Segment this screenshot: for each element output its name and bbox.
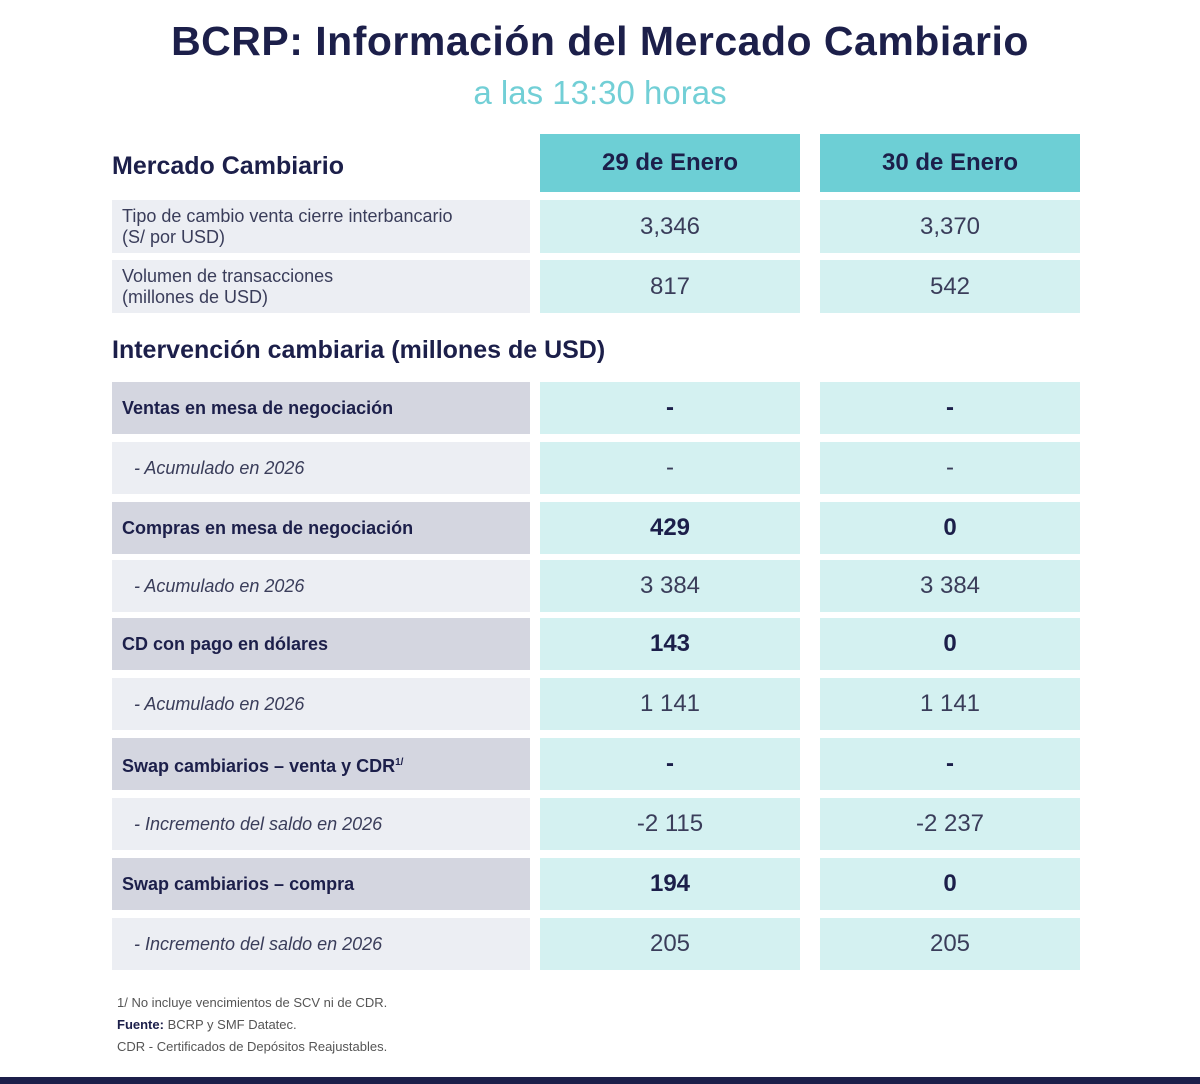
value-cell: 3 384 <box>540 560 800 612</box>
intervention-row-label: CD con pago en dólares <box>112 618 530 670</box>
value-cell: -2 115 <box>540 798 800 850</box>
intervention-row-label: Swap cambiarios – venta y CDR1/ <box>112 738 530 790</box>
value-cell: 3 384 <box>820 560 1080 612</box>
intervention-subrow-label: - Acumulado en 2026 <box>112 560 530 612</box>
value-cell: 3,346 <box>540 200 800 253</box>
page-subtitle: a las 13:30 horas <box>473 74 727 111</box>
value-cell: - <box>820 382 1080 434</box>
footnote-source: Fuente: BCRP y SMF Datatec. <box>117 1017 297 1032</box>
value-cell: 205 <box>540 918 800 970</box>
intervention-subrow-label: - Acumulado en 2026 <box>112 678 530 730</box>
value-cell: 0 <box>820 858 1080 910</box>
footnote-cdr: CDR - Certificados de Depósitos Reajusta… <box>117 1039 388 1054</box>
value-cell: 542 <box>820 260 1080 313</box>
footnote-1: 1/ No incluye vencimientos de SCV ni de … <box>117 995 388 1010</box>
value-cell: 3,370 <box>820 200 1080 253</box>
value-cell: 429 <box>540 502 800 554</box>
label-line-2: (S/ por USD) <box>122 226 226 247</box>
bottom-bar <box>0 1077 1200 1084</box>
value-cell: 1 141 <box>820 678 1080 730</box>
section-title-market: Mercado Cambiario <box>112 152 345 180</box>
value-cell: 205 <box>820 918 1080 970</box>
market-row-label: Volumen de transacciones (millones de USD… <box>112 260 530 313</box>
intervention-row-label: Ventas en mesa de negociación <box>112 382 530 434</box>
value-cell: 0 <box>820 618 1080 670</box>
footnote-ref: 1/ <box>395 756 404 768</box>
intervention-row-label: Compras en mesa de negociación <box>112 502 530 554</box>
intervention-subrow-label: - Incremento del saldo en 2026 <box>112 918 530 970</box>
value-cell: 0 <box>820 502 1080 554</box>
value-cell: 1 141 <box>540 678 800 730</box>
value-cell: - <box>820 738 1080 790</box>
value-cell: 143 <box>540 618 800 670</box>
value-cell: - <box>540 382 800 434</box>
label-line-1: Tipo de cambio venta cierre interbancari… <box>122 205 453 226</box>
value-cell: - <box>820 442 1080 494</box>
section-title-intervention: Intervención cambiaria (millones de USD) <box>112 336 606 364</box>
page-title: BCRP: Información del Mercado Cambiario <box>171 18 1029 64</box>
intervention-subrow-label: - Incremento del saldo en 2026 <box>112 798 530 850</box>
label-line-2: (millones de USD) <box>122 286 269 307</box>
market-row-label: Tipo de cambio venta cierre interbancari… <box>112 200 530 253</box>
label-line-1: Volumen de transacciones <box>122 265 334 286</box>
footnotes: 1/ No incluye vencimientos de SCV ni de … <box>117 992 387 1058</box>
value-cell: - <box>540 442 800 494</box>
intervention-row-label: Swap cambiarios – compra <box>112 858 530 910</box>
column-header-jan-29: 29 de Enero <box>540 134 800 192</box>
value-cell: -2 237 <box>820 798 1080 850</box>
value-cell: - <box>540 738 800 790</box>
column-header-jan-30: 30 de Enero <box>820 134 1080 192</box>
value-cell: 194 <box>540 858 800 910</box>
intervention-subrow-label: - Acumulado en 2026 <box>112 442 530 494</box>
value-cell: 817 <box>540 260 800 313</box>
